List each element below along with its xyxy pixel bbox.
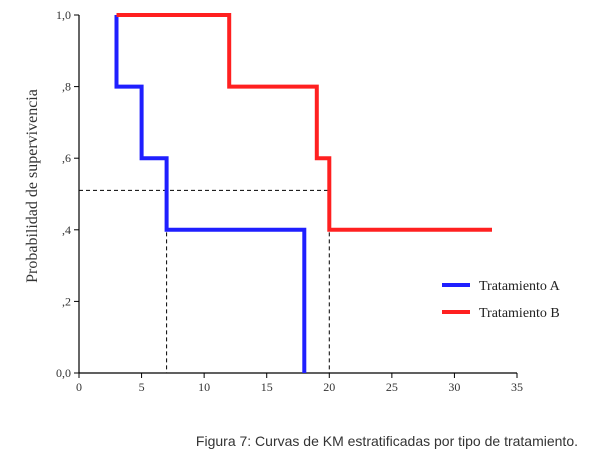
x-tick-label: 0 bbox=[76, 380, 82, 394]
plot-area: 0,0 ,2 ,4 ,6 ,8 1,0 0 5 10 15 20 25 30 35 bbox=[56, 8, 523, 394]
y-tick-label: 1,0 bbox=[56, 8, 71, 22]
y-tick-label: 0,0 bbox=[56, 366, 71, 380]
series-line-tratamiento-a bbox=[114, 15, 307, 373]
y-tick-label: ,2 bbox=[62, 294, 71, 308]
y-tick-label: ,6 bbox=[62, 151, 71, 165]
legend-label-b: Tratamiento B bbox=[479, 306, 560, 321]
x-tick-label: 30 bbox=[448, 380, 460, 394]
km-chart: 0,0 ,2 ,4 ,6 ,8 1,0 0 5 10 15 20 25 30 35 Probabilida… bbox=[24, 8, 561, 394]
y-axis-label: Probabilidad de supervivencia bbox=[24, 89, 41, 283]
y-tick-label: ,8 bbox=[62, 80, 71, 94]
legend-label-a: Tratamiento A bbox=[479, 279, 561, 294]
x-tick-label: 10 bbox=[198, 380, 210, 394]
figure-caption: Figura 7: Curvas de KM estratificadas po… bbox=[195, 433, 578, 449]
x-tick-label: 15 bbox=[261, 380, 273, 394]
x-tick-label: 25 bbox=[386, 380, 398, 394]
y-tick-label: ,4 bbox=[62, 223, 71, 237]
x-tick-label: 20 bbox=[323, 380, 335, 394]
x-tick-label: 35 bbox=[511, 380, 523, 394]
legend: Tratamiento A Tratamiento B bbox=[442, 279, 561, 321]
x-tick-label: 5 bbox=[139, 380, 145, 394]
series-line-tratamiento-b bbox=[116, 13, 492, 232]
